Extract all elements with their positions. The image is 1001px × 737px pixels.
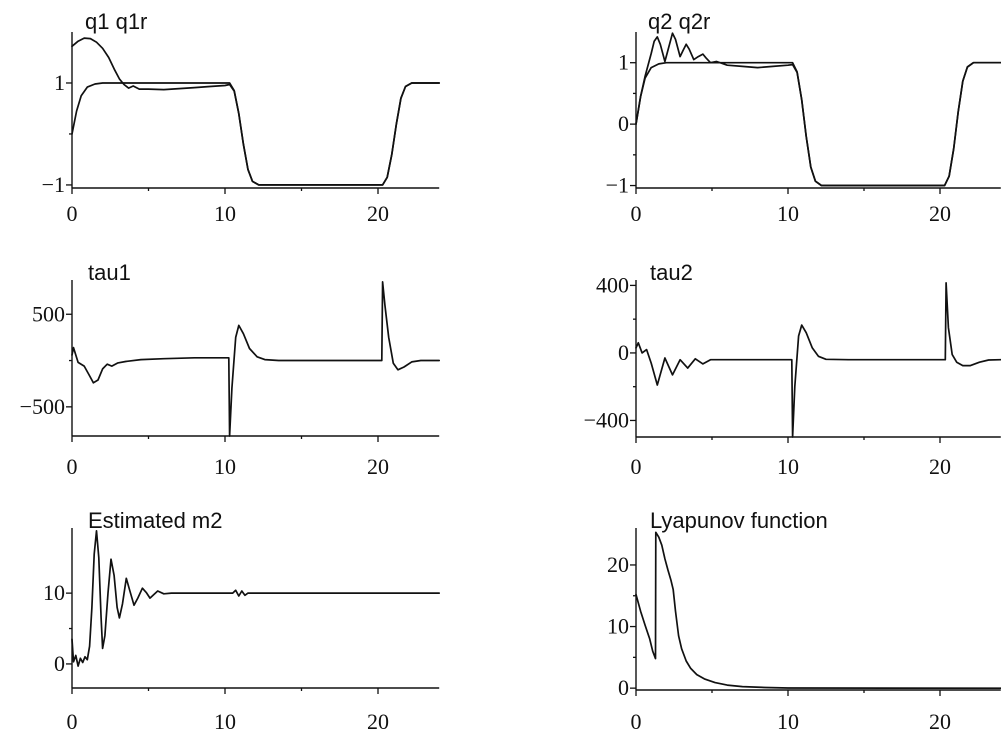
subplot-title: tau1	[88, 260, 131, 285]
x-tick-label: 20	[367, 709, 389, 734]
x-tick-label: 20	[929, 709, 951, 734]
x-tick-label: 20	[367, 201, 389, 226]
series-line-1	[71, 281, 441, 437]
lyapunov-function-plot: 0 10 20 0 10 20 Lyapunov function	[607, 508, 1001, 734]
estimated-m2-plot: 0 10 20 0 10 Estimated m2	[43, 508, 441, 734]
tau1-plot: 0 10 20 −500 500 tau1	[20, 260, 441, 479]
series-line-1	[71, 82, 441, 186]
x-tick-label: 20	[929, 201, 951, 226]
y-tick-label: −1	[42, 172, 65, 197]
x-tick-label: 10	[777, 709, 799, 734]
x-tick-label: 0	[67, 709, 78, 734]
x-tick-label: 10	[777, 201, 799, 226]
x-tick-label: 20	[367, 454, 389, 479]
y-tick-label: 500	[32, 301, 65, 326]
x-tick-label: 0	[631, 201, 642, 226]
subplot-title: Lyapunov function	[650, 508, 828, 533]
y-tick-label: 1	[54, 70, 65, 95]
subplot-title: q1 q1r	[85, 9, 147, 34]
y-tick-label: −1	[606, 173, 629, 198]
q1-q1r-plot: 0 10 20 −1 1 q1 q1r	[42, 9, 441, 226]
x-tick-label: 0	[67, 201, 78, 226]
subplot-title: q2 q2r	[648, 9, 710, 34]
y-tick-label: 10	[607, 614, 629, 639]
series-line-1	[635, 531, 1001, 690]
y-tick-label: 0	[618, 675, 629, 700]
series-line-1	[71, 529, 441, 667]
x-tick-label: 10	[214, 709, 236, 734]
series-line-2	[635, 32, 1001, 187]
subplot-title: Estimated m2	[88, 508, 223, 533]
y-tick-label: 20	[607, 552, 629, 577]
y-tick-label: 400	[596, 272, 629, 297]
series-line-1	[635, 282, 1001, 438]
y-tick-label: −500	[20, 394, 65, 419]
y-tick-label: 1	[618, 50, 629, 75]
x-tick-label: 20	[929, 454, 951, 479]
series-line-1	[635, 61, 1001, 187]
x-tick-label: 10	[777, 454, 799, 479]
y-tick-label: −400	[584, 407, 629, 432]
x-tick-label: 10	[214, 454, 236, 479]
series-line-2	[71, 37, 441, 186]
x-tick-label: 0	[631, 454, 642, 479]
x-tick-label: 10	[214, 201, 236, 226]
y-tick-label: 0	[618, 111, 629, 136]
x-tick-label: 0	[67, 454, 78, 479]
x-tick-label: 0	[631, 709, 642, 734]
subplot-title: tau2	[650, 260, 693, 285]
y-tick-label: 0	[618, 340, 629, 365]
y-tick-label: 10	[43, 580, 65, 605]
y-tick-label: 0	[54, 651, 65, 676]
